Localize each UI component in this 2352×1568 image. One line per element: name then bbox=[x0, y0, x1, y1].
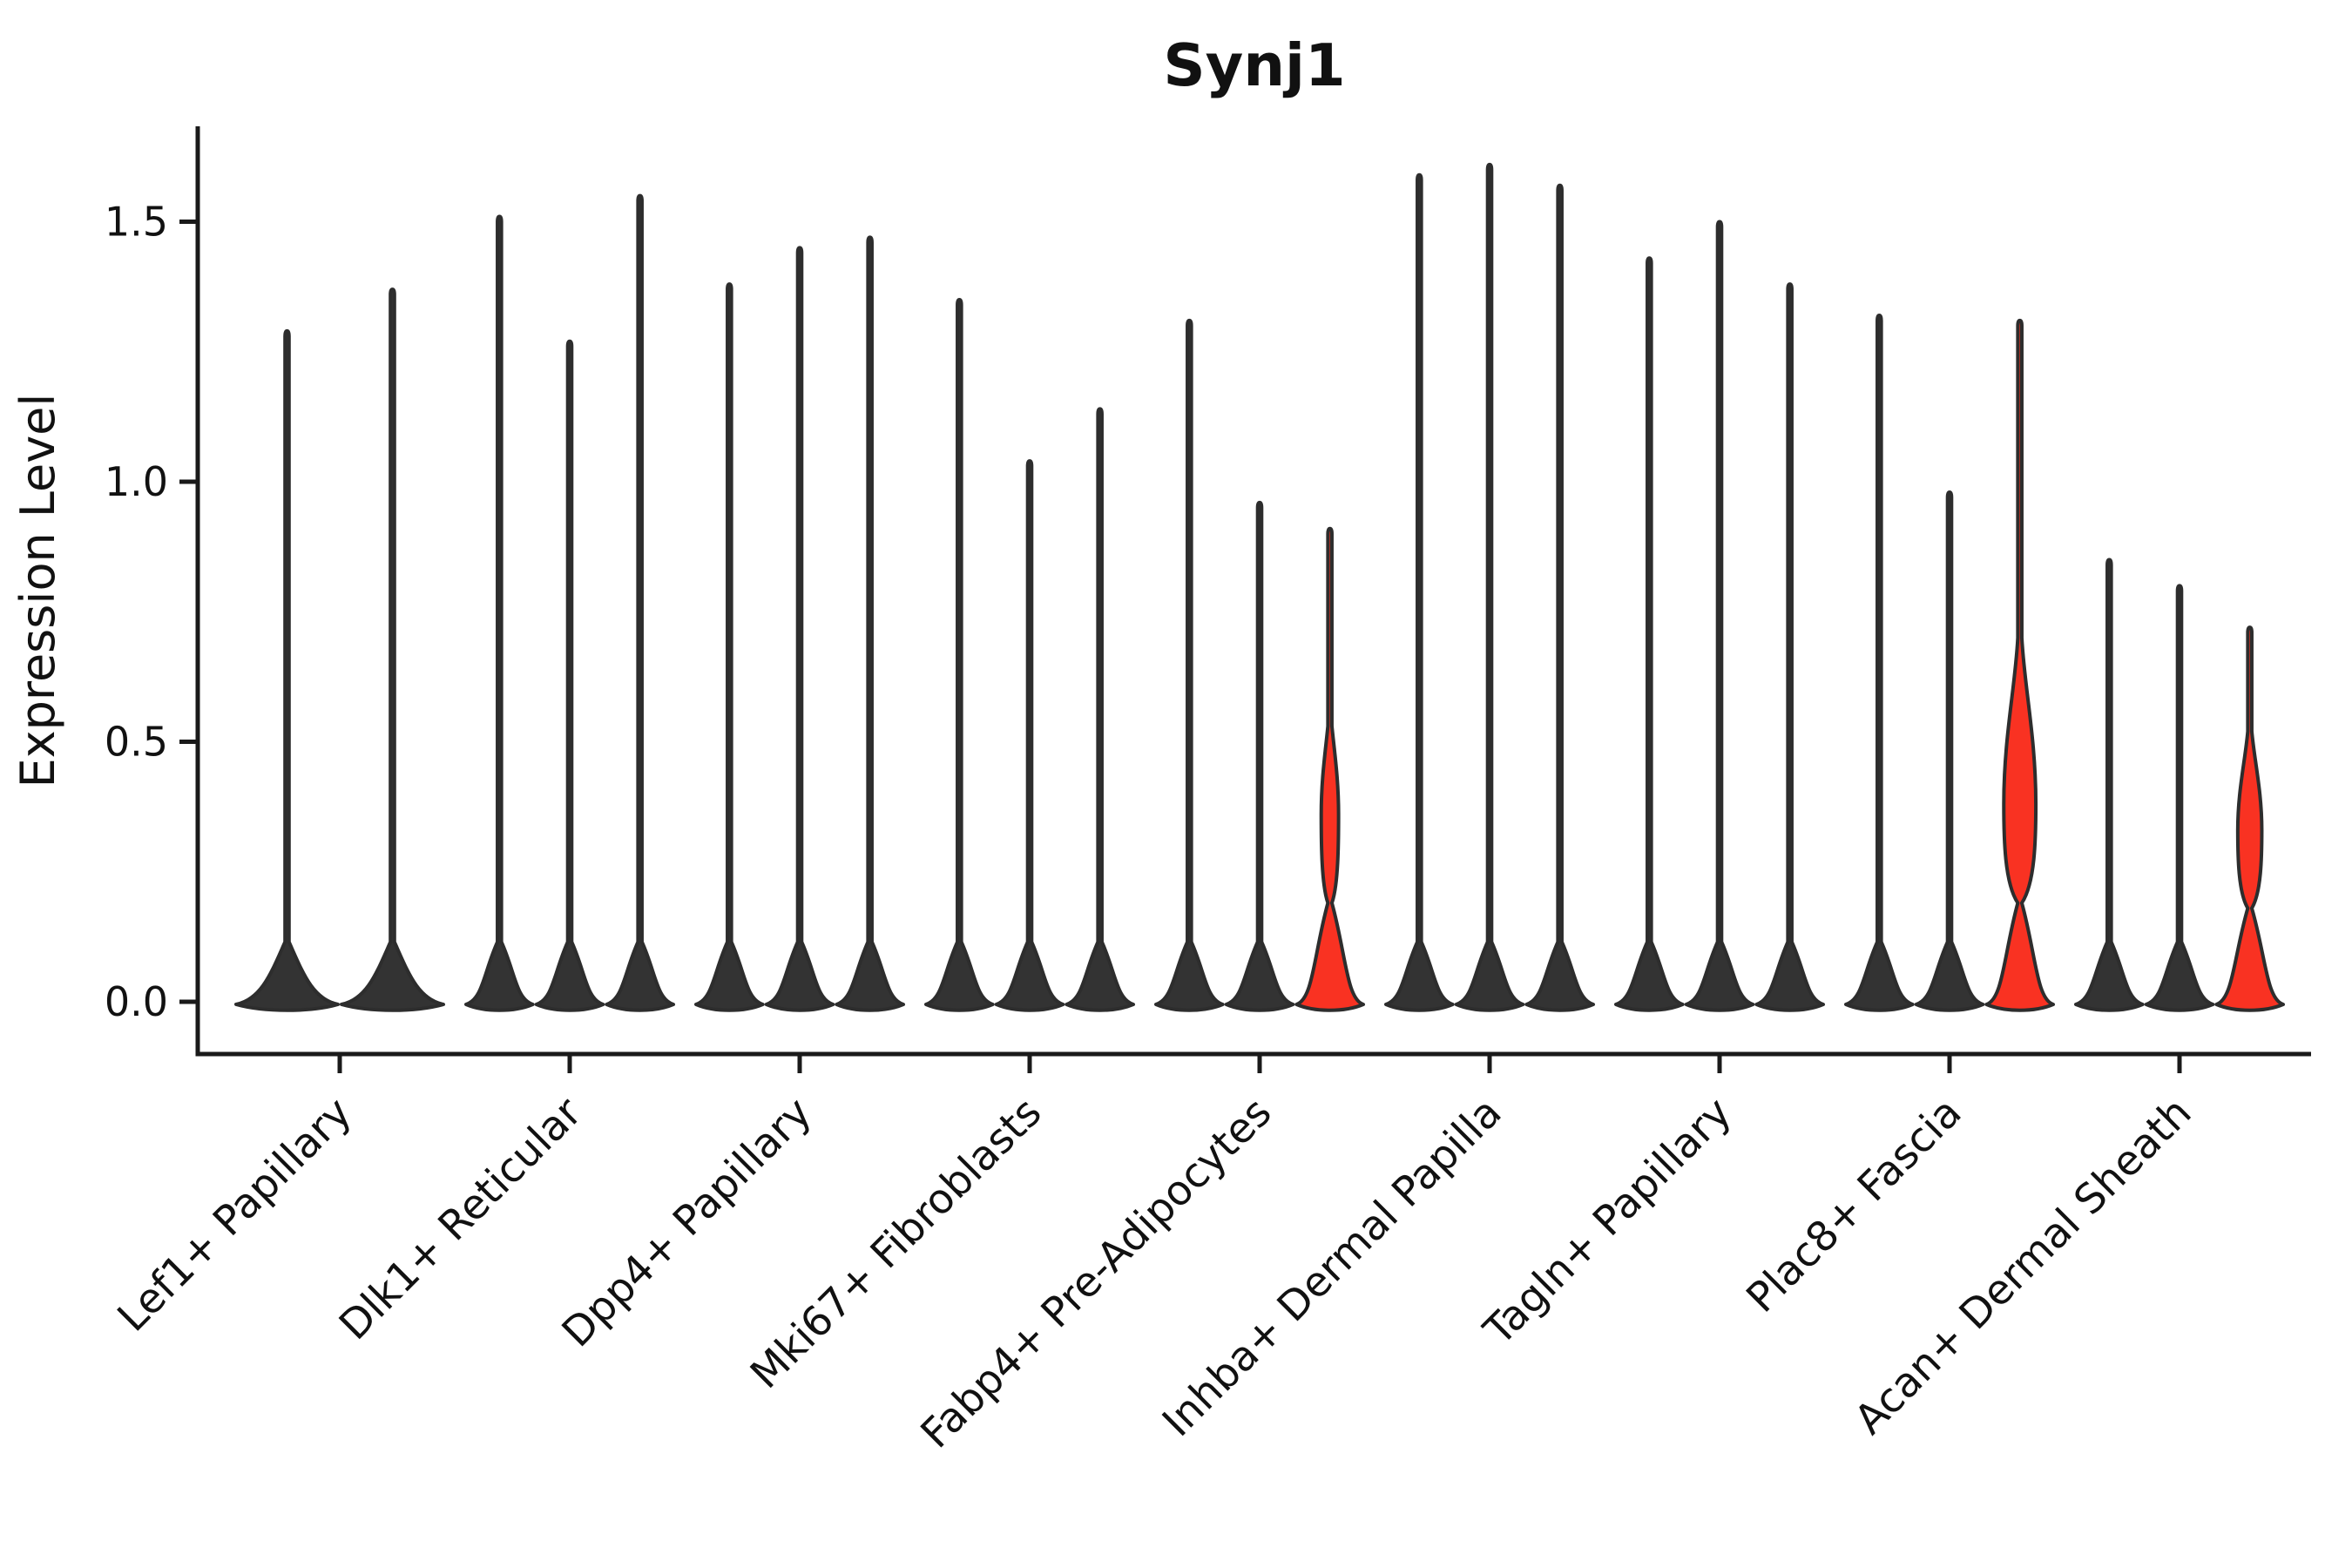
violin-inhba-dermal-papilla-1 bbox=[1384, 172, 1455, 1012]
violin-dlk1-reticular-1 bbox=[464, 214, 535, 1012]
violin-inhba-dermal-papilla-2 bbox=[1454, 162, 1525, 1012]
violin-mki67-fibroblasts-3 bbox=[1064, 407, 1135, 1012]
violin-plac8-fascia-2 bbox=[1914, 490, 1985, 1012]
violin-tagln-papillary-3 bbox=[1754, 282, 1825, 1012]
violin-fabp4-pre-adipocytes-3 bbox=[1294, 526, 1365, 1012]
x-tick-label-dlk1-reticular: Dlk1+ Reticular bbox=[330, 1088, 591, 1349]
x-tick-label-tagln-papillary: Tagln+ Papillary bbox=[1475, 1089, 1741, 1355]
violin-tagln-papillary-1 bbox=[1614, 256, 1685, 1012]
violin-mki67-fibroblasts-1 bbox=[924, 298, 995, 1012]
violin-fabp4-pre-adipocytes-1 bbox=[1154, 318, 1225, 1012]
plot-title: Synj1 bbox=[1163, 31, 1345, 99]
violin-acan-dermal-sheath-1 bbox=[2074, 558, 2145, 1012]
axes-layer bbox=[179, 126, 2311, 1073]
violin-acan-dermal-sheath-3 bbox=[2214, 625, 2285, 1012]
violin-dpp4-papillary-3 bbox=[835, 235, 905, 1012]
violin-tagln-papillary-2 bbox=[1684, 220, 1755, 1012]
x-tick-label-plac8-fascia: Plac8+ Fascia bbox=[1738, 1089, 1971, 1322]
violin-lef1-papillary-2 bbox=[340, 287, 445, 1012]
violin-plac8-fascia-3 bbox=[1984, 318, 2055, 1012]
violin-dpp4-papillary-1 bbox=[694, 282, 765, 1012]
violin-inhba-dermal-papilla-3 bbox=[1524, 183, 1595, 1012]
violin-fabp4-pre-adipocytes-2 bbox=[1224, 500, 1295, 1012]
violin-mki67-fibroblasts-2 bbox=[994, 459, 1065, 1012]
violin-acan-dermal-sheath-2 bbox=[2144, 584, 2215, 1012]
violin-dlk1-reticular-3 bbox=[605, 193, 675, 1012]
x-tick-label-lef1-papillary: Lef1+ Papillary bbox=[109, 1089, 362, 1342]
x-tick-label-dpp4-papillary: Dpp4+ Papillary bbox=[553, 1089, 821, 1357]
violin-lef1-papillary-1 bbox=[234, 328, 340, 1012]
y-tick-label-1.5: 1.5 bbox=[105, 199, 168, 246]
y-tick-label-0.0: 0.0 bbox=[105, 978, 168, 1025]
y-tick-label-1.0: 1.0 bbox=[105, 458, 168, 505]
violin-dlk1-reticular-2 bbox=[534, 339, 605, 1012]
violin-dpp4-papillary-2 bbox=[764, 246, 835, 1012]
y-tick-label-0.5: 0.5 bbox=[105, 719, 168, 766]
y-axis-title: Expression Level bbox=[10, 394, 65, 788]
violin-plac8-fascia-1 bbox=[1844, 313, 1915, 1012]
violins-layer bbox=[234, 162, 2285, 1012]
